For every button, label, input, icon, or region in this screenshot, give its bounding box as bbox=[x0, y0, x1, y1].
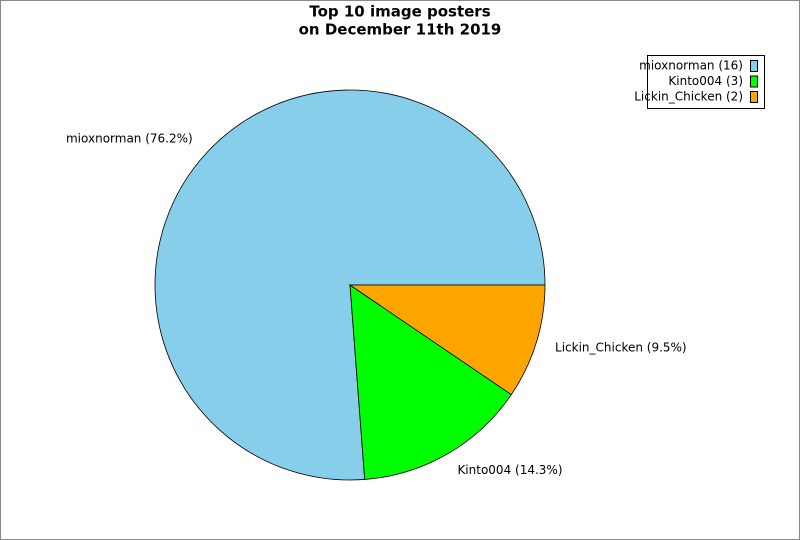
legend-label: Lickin_Chicken (2) bbox=[634, 90, 743, 104]
chart-title: Top 10 image posters bbox=[309, 3, 490, 21]
legend-swatch bbox=[750, 60, 758, 72]
pie-slice bbox=[154, 89, 546, 481]
pie-slice bbox=[349, 284, 512, 480]
slice-label: Lickin_Chicken (9.5%) bbox=[555, 341, 687, 355]
chart-title: on December 11th 2019 bbox=[299, 21, 502, 39]
legend-label: Kinto004 (3) bbox=[668, 74, 743, 88]
legend-swatch bbox=[750, 91, 758, 103]
legend-swatch bbox=[750, 75, 758, 88]
slice-label: Kinto004 (14.3%) bbox=[457, 463, 562, 477]
legend-label: mioxnorman (16) bbox=[639, 59, 743, 73]
slice-label: mioxnorman (76.2%) bbox=[66, 132, 193, 146]
legend-box bbox=[647, 55, 765, 109]
pie-slice bbox=[348, 284, 546, 396]
